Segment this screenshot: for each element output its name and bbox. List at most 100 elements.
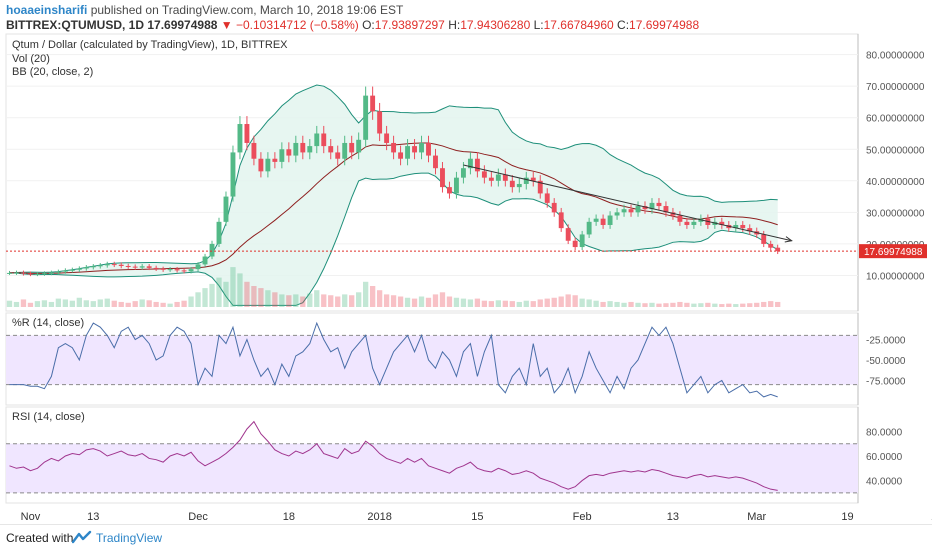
price-change: ▼ −0.10314712 (−0.58%) — [221, 18, 359, 32]
indicator-label: BB (20, close, 2) — [12, 66, 93, 78]
volume-bar — [733, 304, 738, 307]
volume-bar — [209, 284, 214, 307]
volume-bar — [42, 300, 47, 307]
volume-bar — [482, 301, 487, 307]
candle-body — [119, 265, 124, 266]
volume-bar — [559, 297, 564, 308]
volume-bar — [258, 288, 263, 307]
volume-bar — [223, 282, 228, 307]
volume-bar — [49, 302, 54, 307]
candle-body — [98, 265, 103, 266]
candle-body — [377, 111, 382, 133]
volume-bar — [7, 301, 12, 307]
price-tick-label: 80.00000000 — [866, 51, 925, 62]
candle-body — [168, 269, 173, 270]
candle-body — [356, 140, 361, 153]
time-axis[interactable]: Nov13Dec18201815Feb13Mar19Ap — [21, 511, 932, 523]
volume-bar — [181, 301, 186, 307]
volume-bar — [237, 273, 242, 307]
price-pane[interactable]: 80.0000000070.0000000060.0000000050.0000… — [6, 34, 927, 311]
low-value: 17.66784960 — [544, 18, 614, 32]
volume-bar — [216, 278, 221, 307]
candle-body — [405, 146, 410, 159]
candle-body — [300, 143, 305, 152]
volume-bar — [98, 299, 103, 307]
volume-bar — [573, 295, 578, 307]
candle-body — [224, 197, 229, 222]
williams-r-pane-band-fill — [6, 335, 858, 384]
candle-body — [49, 273, 54, 274]
volume-bar — [677, 302, 682, 307]
candle-body — [552, 203, 557, 212]
candle-body — [105, 264, 110, 265]
candle-body — [258, 159, 263, 172]
volume-bar — [174, 302, 179, 307]
candle-body — [608, 216, 613, 225]
price-tick-label: 60.00000000 — [866, 114, 925, 125]
candle-body — [272, 159, 277, 162]
candle-body — [566, 228, 571, 241]
volume-bar — [279, 294, 284, 307]
volume-bar — [153, 302, 158, 307]
volume-bar — [419, 297, 424, 308]
volume-bar — [635, 303, 640, 307]
volume-bar — [461, 299, 466, 307]
volume-bar — [496, 300, 501, 307]
volume-bar — [552, 298, 557, 307]
author-link[interactable]: hoaaeinsharifi — [6, 3, 87, 17]
volume-bar — [140, 299, 145, 307]
tradingview-brand-link[interactable]: TradingView — [96, 531, 162, 545]
price-tick-label: 50.00000000 — [866, 145, 925, 156]
volume-bar — [112, 301, 117, 307]
close-value: 17.69974988 — [629, 18, 699, 32]
time-tick-label: 19 — [841, 511, 853, 523]
volume-bar — [21, 299, 26, 307]
rsi-pane-tick-label: 80.0000 — [866, 427, 903, 438]
candle-body — [475, 159, 480, 172]
williams-r-pane[interactable]: -25.0000-50.0000-75.0000%R (14, close) — [6, 313, 906, 405]
volume-bar — [761, 302, 766, 307]
volume-bar — [405, 298, 410, 307]
volume-bar — [538, 299, 543, 307]
volume-bar — [684, 303, 689, 307]
volume-bar — [251, 286, 256, 307]
candle-body — [677, 216, 682, 222]
volume-bar — [614, 302, 619, 307]
volume-bar — [195, 292, 200, 307]
candle-body — [133, 267, 138, 268]
candle-body — [691, 222, 696, 225]
volume-bar — [160, 303, 165, 307]
volume-bar — [167, 304, 172, 307]
candle-body — [328, 146, 333, 152]
volume-bar — [133, 301, 138, 307]
williams-r-pane-title: %R (14, close) — [12, 317, 84, 329]
volume-bar — [740, 304, 745, 307]
volume-bar — [503, 301, 508, 307]
volume-bar — [719, 304, 724, 307]
candle-body — [461, 168, 466, 177]
candle-body — [622, 209, 627, 212]
volume-bar — [628, 302, 633, 307]
open-label: O: — [362, 18, 375, 32]
volume-bar — [265, 290, 270, 307]
candle-body — [91, 266, 96, 267]
volume-bar — [517, 302, 522, 307]
volume-bar — [321, 294, 326, 307]
rsi-pane-tick-label: 60.0000 — [866, 452, 903, 463]
volume-bar — [370, 286, 375, 307]
candle-body — [251, 143, 256, 159]
candle-body — [391, 143, 396, 152]
volume-bar — [63, 299, 68, 307]
candle-body — [335, 152, 340, 158]
chart-canvas[interactable]: 80.0000000070.0000000060.0000000050.0000… — [0, 33, 932, 524]
volume-bar — [566, 294, 571, 307]
candle-body — [126, 266, 131, 267]
created-with-label: Created with — [6, 531, 73, 545]
volume-bar — [272, 292, 277, 307]
volume-bar — [663, 303, 668, 307]
williams-r-pane-tick-label: -75.0000 — [866, 377, 906, 388]
candle-body — [768, 244, 773, 248]
candle-body — [189, 269, 194, 271]
volume-bar — [656, 304, 661, 307]
